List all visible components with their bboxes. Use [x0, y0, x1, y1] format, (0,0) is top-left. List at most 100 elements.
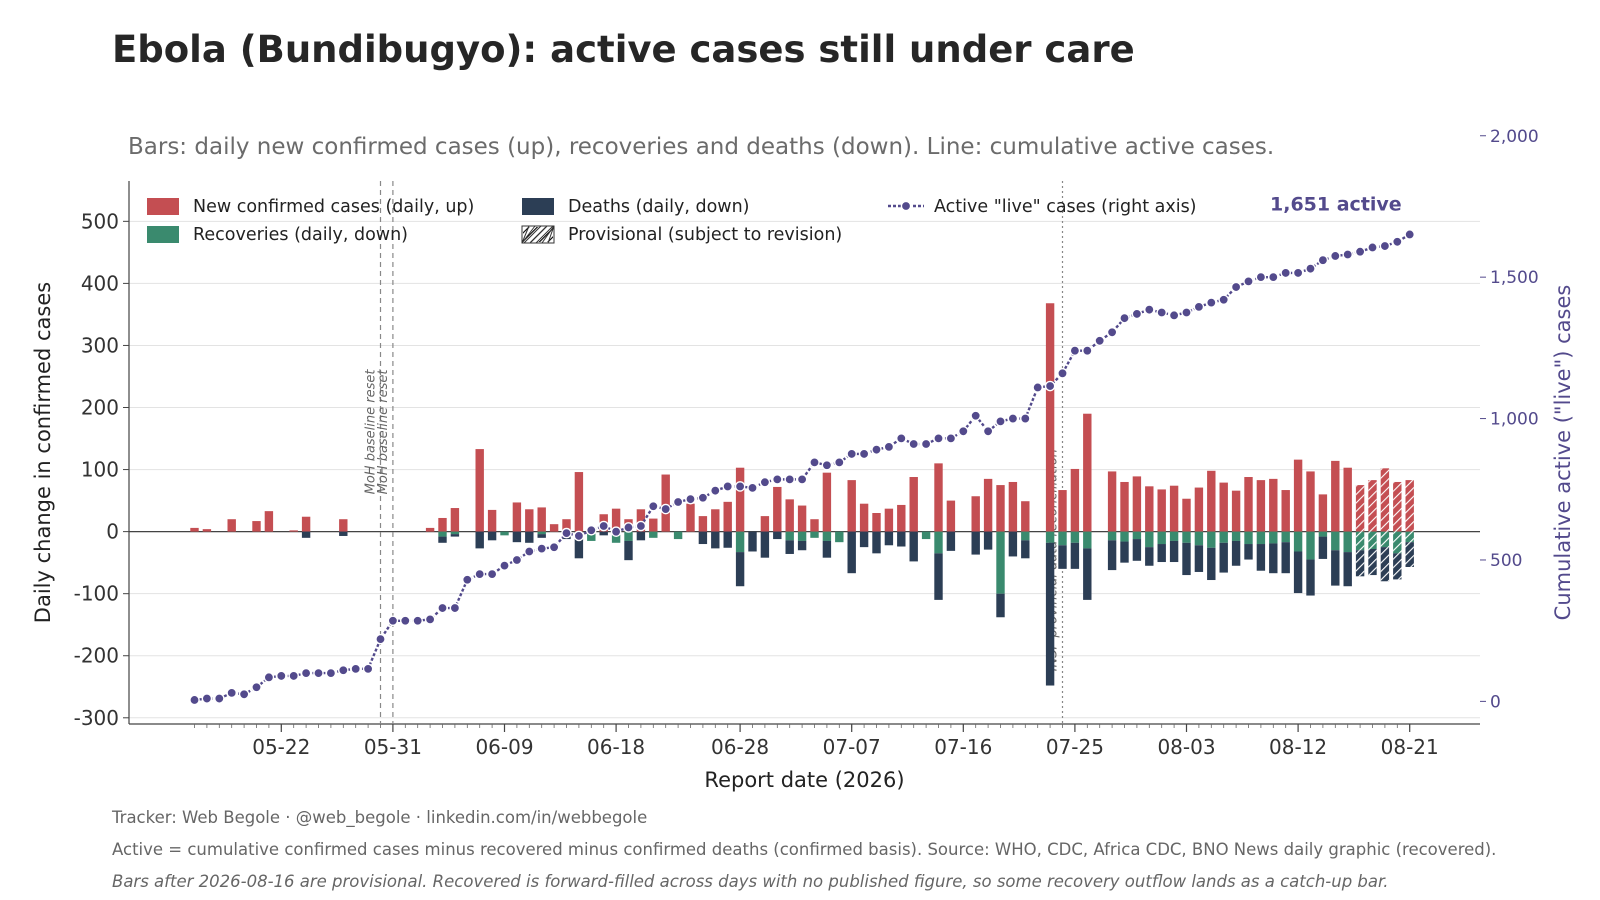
new-cases-bar [537, 507, 546, 532]
deaths-bar [773, 531, 782, 540]
x-tick-label: 06-28 [711, 735, 769, 759]
recoveries-bar [438, 531, 447, 537]
deaths-bar [1045, 542, 1055, 686]
active-cases-point [1305, 263, 1316, 274]
active-cases-point [759, 476, 771, 488]
active-cases-point [1330, 250, 1341, 262]
new-cases-bar-hatch [1355, 485, 1365, 532]
active-cases-point [1268, 271, 1279, 283]
deaths-bar-hatch [1393, 553, 1402, 580]
recoveries-bar [624, 531, 633, 541]
recoveries-bar [1083, 531, 1092, 549]
recoveries-bar [1269, 531, 1278, 544]
deaths-bar [1145, 547, 1154, 566]
recoveries-bar [500, 531, 509, 536]
x-tick-label: 08-12 [1269, 735, 1327, 759]
active-cases-point [1292, 267, 1304, 279]
new-cases-bar [1331, 460, 1340, 532]
new-cases-bar [1231, 490, 1241, 532]
y2-tick-label: 1,000 [1490, 410, 1539, 430]
recoveries-bar [1169, 531, 1179, 541]
active-cases-point [1243, 276, 1254, 287]
new-cases-bar [475, 449, 484, 532]
new-cases-bar [1256, 480, 1266, 532]
deaths-bar [1281, 542, 1290, 574]
new-cases-bar [1293, 459, 1303, 532]
active-cases-point [945, 433, 957, 444]
recoveries-bar-hatch [1368, 531, 1377, 549]
new-cases-bar [1008, 481, 1018, 532]
new-cases-bar [574, 472, 584, 532]
deaths-bar [1107, 540, 1117, 571]
active-cases-point [1280, 267, 1291, 279]
new-cases-bar [1058, 490, 1067, 532]
active-cases-point [710, 485, 721, 496]
active-cases-point [313, 667, 324, 679]
chart-subtitle: Bars: daily new confirmed cases (up), re… [128, 134, 1275, 160]
new-cases-bar [859, 503, 869, 532]
deaths-bar [1318, 536, 1328, 559]
new-cases-bar [1269, 478, 1278, 532]
active-cases-point [796, 474, 808, 485]
active-cases-point [288, 670, 300, 682]
deaths-bar [1083, 548, 1092, 600]
deaths-bar [859, 531, 869, 548]
deaths-bar [438, 536, 447, 543]
active-cases-point [610, 526, 622, 537]
deaths-bar [735, 552, 745, 587]
active-cases-point [437, 602, 448, 614]
new-cases-bar [1132, 476, 1142, 532]
legend-label: Provisional (subject to revision) [568, 225, 842, 245]
active-cases-point [772, 474, 783, 485]
recoveries-bar [649, 531, 658, 538]
new-cases-bar [723, 501, 732, 532]
active-cases-point [846, 448, 858, 460]
active-cases-point [1156, 307, 1167, 318]
deaths-bar [475, 531, 484, 549]
new-cases-bar [1045, 303, 1055, 532]
recoveries-bar [1070, 531, 1080, 543]
recoveries-bar [1207, 531, 1216, 548]
active-cases-point [561, 527, 572, 539]
active-cases-point [1367, 242, 1378, 253]
active-cases-point [1181, 307, 1192, 318]
recoveries-bar [1120, 531, 1129, 542]
new-cases-bar [934, 463, 943, 532]
active-cases-point [1193, 301, 1205, 313]
active-cases-point [1082, 345, 1093, 356]
x-tick-label: 06-09 [475, 735, 533, 759]
new-cases-bar [1318, 494, 1328, 532]
deaths-bar [946, 531, 956, 551]
active-cases-point [263, 672, 275, 683]
deaths-bar [1343, 552, 1352, 587]
active-cases-point [1206, 297, 1217, 308]
new-cases-bar [1107, 471, 1117, 532]
deaths-bar [636, 531, 646, 541]
new-cases-bar [1157, 489, 1166, 532]
active-cases-point [201, 693, 213, 704]
x-tick-label: 05-31 [364, 735, 422, 759]
new-cases-bar [822, 472, 832, 532]
recoveries-bar [822, 531, 832, 541]
active-cases-point [275, 670, 287, 682]
active-cases-point [325, 667, 337, 679]
legend-hatch-stroke [529, 225, 548, 244]
footer-provisional-note: Bars after 2026-08-16 are provisional. R… [112, 872, 1389, 891]
new-cases-bar [301, 516, 311, 532]
y-tick-label: 100 [81, 458, 119, 482]
recoveries-bar-hatch [1380, 531, 1390, 548]
recoveries-bar [1293, 531, 1303, 552]
new-cases-bar [636, 509, 646, 532]
active-cases-point [648, 500, 659, 512]
new-cases-bar [549, 524, 559, 532]
deaths-bar-hatch [1405, 542, 1414, 567]
active-cases-point [933, 433, 944, 444]
active-cases-point [635, 520, 647, 532]
active-cases-point [995, 416, 1006, 427]
recoveries-bar [611, 531, 621, 543]
y-tick-label: -300 [74, 706, 119, 730]
new-cases-bar [909, 477, 918, 532]
active-cases-point [1032, 382, 1043, 393]
new-cases-bar [946, 500, 956, 532]
recoveries-bar [1256, 531, 1266, 545]
